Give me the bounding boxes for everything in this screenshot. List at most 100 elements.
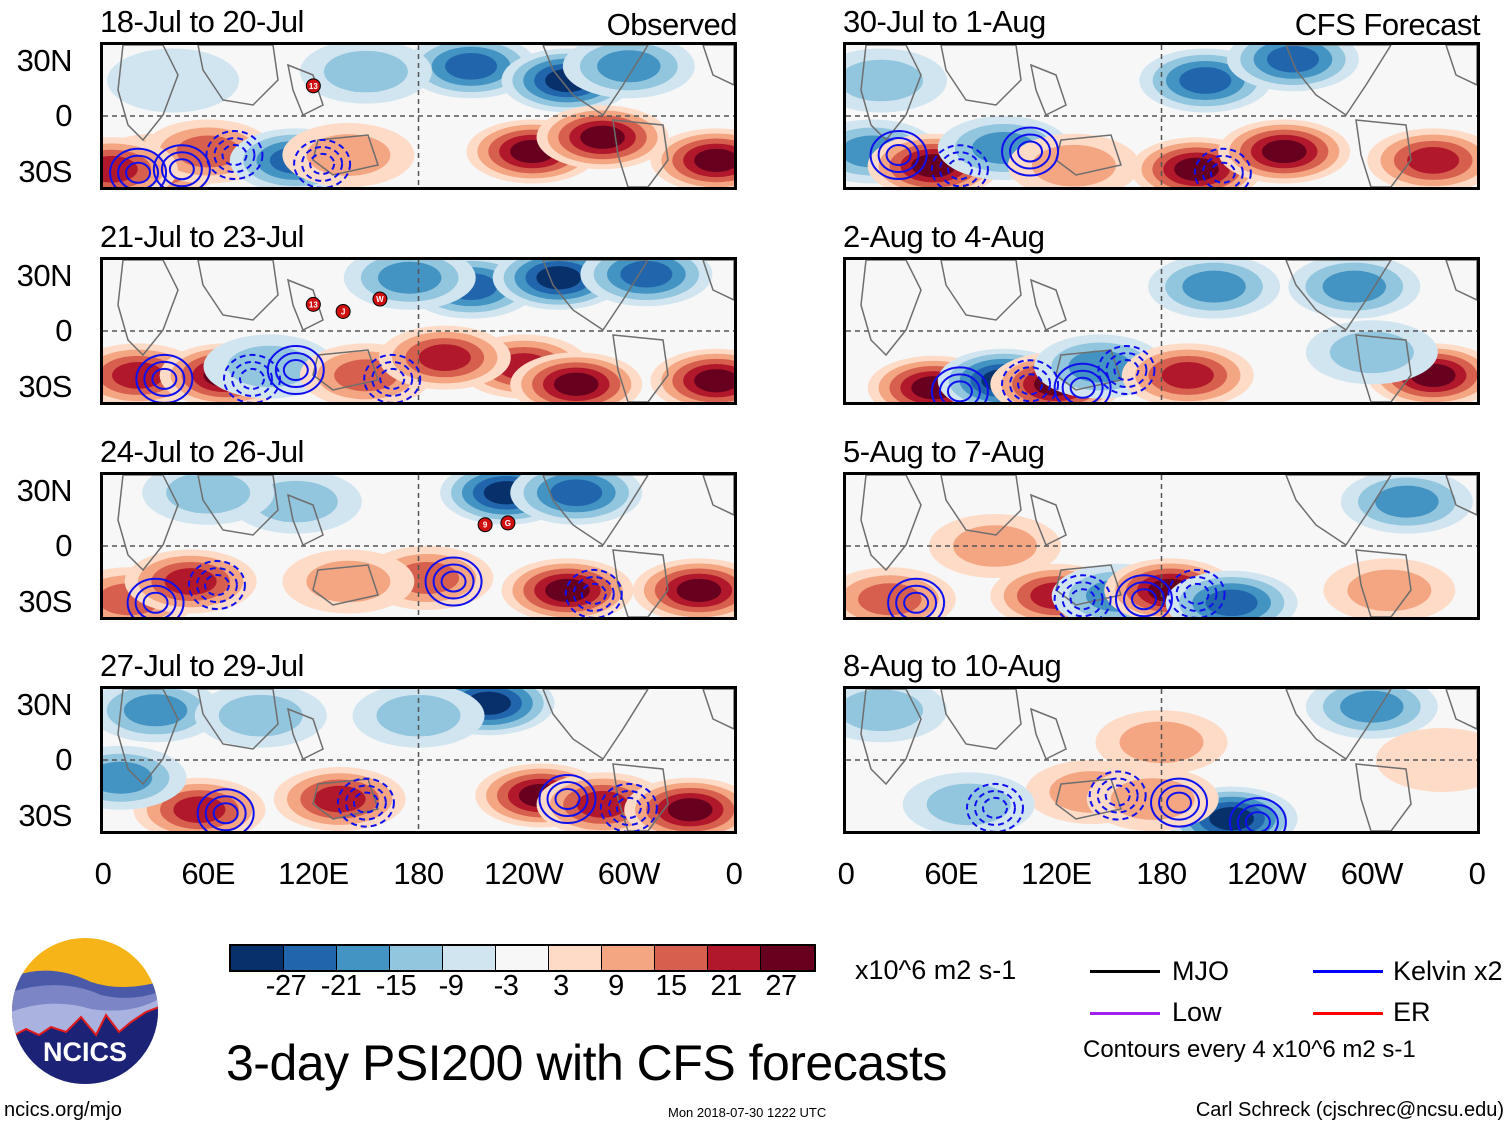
panel-title: 30-Jul to 1-Aug: [843, 4, 1046, 39]
kelvin-contour-negative: [965, 782, 1024, 831]
coastline: [197, 475, 279, 536]
x-tick-label: 120W: [1227, 856, 1307, 891]
y-tick-label: 30N: [16, 257, 73, 293]
coastline: [197, 689, 279, 750]
kelvin-contour-negative: [336, 777, 395, 828]
coastline: [1029, 493, 1067, 547]
kelvin-contour-positive: [1069, 376, 1096, 399]
tropical-cyclone-icon: 9: [477, 517, 493, 533]
kelvin-contour-negative: [230, 360, 273, 397]
negative-anomaly: [1165, 570, 1298, 617]
map-panel: [843, 42, 1480, 190]
colorbar-tick-label: 9: [608, 970, 624, 1002]
y-tick-label: 30S: [18, 153, 72, 189]
positive-anomaly: [510, 352, 643, 402]
colorbar-swatch: [602, 946, 655, 970]
kelvin-contour-negative: [187, 560, 246, 611]
kelvin-contour-positive: [554, 788, 581, 811]
kelvin-contour-positive: [1114, 574, 1173, 617]
tropical-cyclone-icon: 13: [305, 296, 321, 312]
y-tick-label: 30S: [18, 797, 72, 833]
y-tick-label: 0: [55, 742, 72, 777]
kelvin-contour-negative: [301, 145, 344, 182]
positive-anomaly: [1323, 558, 1456, 617]
kelvin-contour-negative: [213, 137, 256, 174]
y-tick-label: 30S: [18, 583, 72, 619]
kelvin-contour-positive: [1061, 369, 1104, 402]
kelvin-contour-negative: [1017, 373, 1044, 396]
positive-anomaly: [1130, 137, 1263, 187]
kelvin-contour-positive: [135, 353, 194, 402]
colorbar-swatch: [231, 946, 284, 970]
kelvin-contour-negative: [363, 353, 422, 402]
colorbar-tick-label: 3: [553, 970, 569, 1002]
kelvin-contour-negative: [572, 575, 615, 612]
coastline: [197, 260, 279, 321]
kelvin-contour-positive: [117, 154, 160, 187]
coastline: [1285, 45, 1392, 117]
kelvin-contour-negative: [309, 152, 336, 175]
negative-anomaly: [194, 689, 327, 748]
coastline: [1355, 334, 1412, 402]
tropical-cyclone-icon: 13: [305, 78, 321, 94]
coastline: [1445, 689, 1477, 730]
colorbar-swatch: [337, 946, 390, 970]
coastline: [117, 45, 179, 142]
panel-title: 18-Jul to 20-Jul: [100, 4, 304, 39]
website-link[interactable]: ncics.org/mjo: [4, 1099, 122, 1121]
map-panel: 13: [100, 42, 737, 190]
kelvin-contour-positive: [1009, 133, 1052, 170]
kelvin-contour-negative: [222, 353, 281, 402]
coastline: [1285, 260, 1392, 332]
negative-anomaly: [846, 48, 948, 113]
kelvin-contour-positive: [151, 367, 178, 390]
kelvin-contour-positive: [126, 577, 185, 617]
panel-title: 21-Jul to 23-Jul: [100, 219, 304, 254]
observed-label: Observed: [606, 7, 738, 42]
coastline: [702, 45, 734, 86]
negative-anomaly: [299, 45, 432, 104]
ncics-logo: NCICS: [11, 937, 159, 1085]
map-panel: [843, 686, 1480, 834]
y-tick-label: 30N: [16, 686, 73, 722]
colorbar-swatch: [284, 946, 337, 970]
map-panel: [843, 257, 1480, 405]
coastline: [940, 689, 1022, 750]
coastline: [1445, 475, 1477, 516]
kelvin-contour-positive: [142, 591, 169, 614]
y-tick-label: 0: [55, 98, 72, 133]
kelvin-contour-negative: [1097, 345, 1156, 396]
map-panel: 13 J W: [100, 257, 737, 405]
legend-line-low: [1090, 1012, 1160, 1015]
coastline: [1285, 475, 1392, 547]
kelvin-contour-positive: [946, 380, 973, 402]
legend-label-kelvin: Kelvin x2: [1393, 956, 1503, 986]
kelvin-contour-positive: [1001, 126, 1060, 177]
x-tick-label: 0: [1468, 856, 1486, 891]
kelvin-contour-positive: [143, 360, 186, 397]
map-panel: [843, 472, 1480, 620]
coastline: [1029, 707, 1067, 761]
kelvin-contour-negative: [221, 144, 248, 167]
coastline: [940, 475, 1022, 536]
coastline: [286, 278, 324, 332]
coastline: [1029, 63, 1067, 117]
legend-line-kelvin: [1313, 970, 1383, 973]
kelvin-contour-positive: [424, 556, 483, 607]
coastline: [1355, 763, 1412, 831]
kelvin-contour-positive: [168, 158, 195, 181]
kelvin-contour-negative: [1209, 161, 1236, 184]
coastline: [286, 493, 324, 547]
coastline: [1029, 278, 1067, 332]
storm-label: 13: [309, 82, 318, 91]
legend-line-mjo: [1090, 970, 1160, 973]
kelvin-contour-positive: [109, 147, 168, 187]
colorbar-swatch: [496, 946, 549, 970]
kelvin-contour-positive: [887, 577, 946, 617]
y-tick-label: 0: [55, 313, 72, 348]
kelvin-contour-negative: [205, 130, 264, 181]
kelvin-contour-negative: [1088, 770, 1147, 821]
storm-label: 13: [309, 300, 318, 309]
kelvin-contour-positive: [1236, 804, 1279, 831]
